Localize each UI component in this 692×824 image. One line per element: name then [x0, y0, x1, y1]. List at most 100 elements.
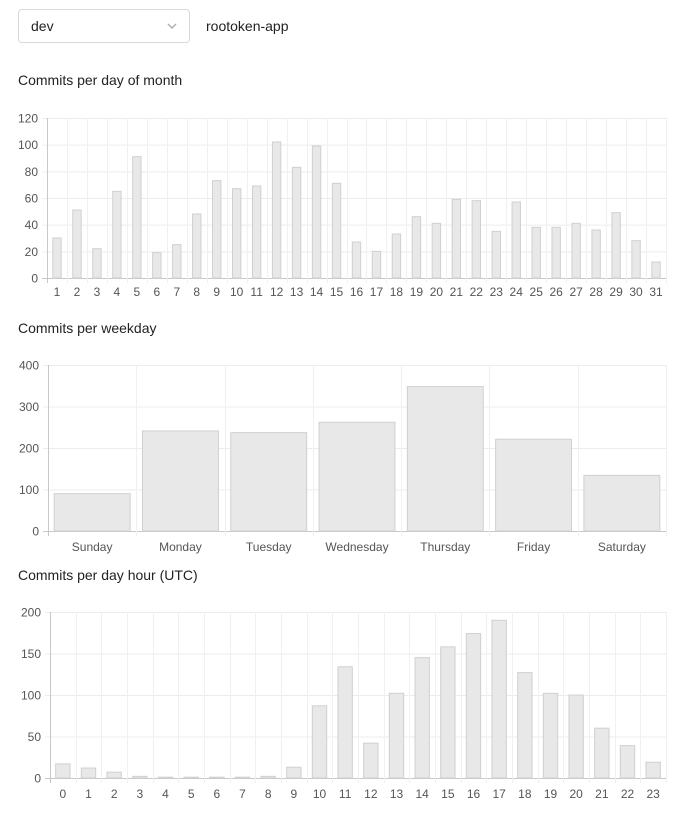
bar-Friday[interactable] — [495, 438, 573, 532]
x-tick-label: 10 — [230, 285, 244, 299]
bar-Saturday[interactable] — [583, 474, 661, 532]
bar-19[interactable] — [542, 692, 559, 779]
y-tick-label: 400 — [19, 359, 39, 373]
y-tick-label: 60 — [25, 192, 39, 206]
x-tick-label: 30 — [629, 285, 643, 299]
x-tick-label: 2 — [111, 787, 118, 801]
x-tick-label: 27 — [569, 285, 583, 299]
bar-3[interactable] — [132, 775, 148, 779]
bar-1[interactable] — [80, 767, 97, 779]
bar-0[interactable] — [55, 763, 71, 779]
x-tick-label: 0 — [59, 787, 66, 801]
x-tick-label: 12 — [364, 787, 378, 801]
bar-10[interactable] — [232, 188, 242, 279]
bar-12[interactable] — [271, 141, 282, 279]
x-tick-label: 17 — [492, 787, 506, 801]
bar-20[interactable] — [431, 222, 442, 279]
x-tick-label: 15 — [330, 285, 344, 299]
bar-11[interactable] — [337, 666, 353, 779]
x-tick-label: 26 — [550, 285, 564, 299]
bar-20[interactable] — [568, 694, 584, 779]
bar-4[interactable] — [112, 190, 122, 279]
x-tick-label: 8 — [193, 285, 200, 299]
top-bar: dev rootoken-app — [18, 8, 289, 44]
bar-17[interactable] — [371, 250, 382, 279]
bar-7[interactable] — [172, 244, 182, 279]
bar-5[interactable] — [132, 156, 142, 279]
bar-22[interactable] — [619, 745, 636, 779]
bar-Sunday[interactable] — [53, 493, 131, 532]
bar-24[interactable] — [511, 201, 521, 279]
bar-28[interactable] — [591, 229, 601, 279]
bar-30[interactable] — [631, 240, 641, 279]
bar-5[interactable] — [183, 776, 199, 779]
bar-Wednesday[interactable] — [318, 421, 396, 532]
bar-16[interactable] — [465, 633, 482, 779]
bar-6[interactable] — [209, 776, 225, 779]
bar-25[interactable] — [531, 226, 541, 279]
bar-2[interactable] — [106, 771, 122, 779]
bar-7[interactable] — [234, 776, 251, 779]
bar-23[interactable] — [491, 230, 501, 279]
x-tick-label: 11 — [339, 787, 352, 801]
bar-23[interactable] — [645, 761, 661, 779]
branch-select[interactable]: dev — [18, 9, 190, 43]
x-tick-label: 4 — [114, 285, 121, 299]
bar-29[interactable] — [611, 212, 621, 279]
y-tick-label: 150 — [21, 647, 41, 661]
bar-9[interactable] — [286, 766, 302, 779]
x-tick-label: 9 — [290, 787, 297, 801]
bar-Tuesday[interactable] — [230, 432, 308, 532]
bar-16[interactable] — [351, 241, 362, 279]
x-tick-label: 12 — [270, 285, 284, 299]
bar-2[interactable] — [72, 209, 82, 279]
bar-15[interactable] — [440, 646, 456, 779]
bar-27[interactable] — [571, 222, 581, 279]
bar-Monday[interactable] — [141, 430, 219, 532]
y-tick-label: 200 — [21, 606, 41, 620]
bar-26[interactable] — [551, 226, 561, 279]
bar-13[interactable] — [388, 692, 405, 779]
bar-21[interactable] — [594, 727, 610, 779]
bar-14[interactable] — [311, 145, 322, 279]
x-tick-label: 21 — [595, 787, 609, 801]
x-tick-label: 11 — [250, 285, 263, 299]
chart-title-hour: Commits per day hour (UTC) — [18, 567, 198, 583]
y-tick-label: 100 — [19, 483, 39, 497]
x-tick-label: 1 — [54, 285, 61, 299]
x-tick-label: Saturday — [598, 540, 646, 554]
bar-17[interactable] — [491, 619, 507, 779]
bar-Thursday[interactable] — [406, 386, 484, 532]
bar-8[interactable] — [192, 213, 202, 279]
x-tick-label: Sunday — [72, 540, 113, 554]
y-tick-label: 40 — [25, 218, 39, 232]
bar-1[interactable] — [52, 237, 62, 279]
y-tick-label: 0 — [32, 525, 39, 539]
bar-14[interactable] — [414, 657, 430, 779]
bar-31[interactable] — [651, 261, 661, 279]
x-tick-label: 6 — [153, 285, 160, 299]
bar-10[interactable] — [311, 705, 328, 779]
bar-18[interactable] — [517, 672, 533, 779]
bar-3[interactable] — [92, 248, 102, 279]
bar-4[interactable] — [157, 776, 174, 779]
y-tick-label: 100 — [21, 689, 41, 703]
bar-8[interactable] — [260, 775, 276, 779]
bar-22[interactable] — [471, 200, 481, 279]
x-tick-label: 5 — [134, 285, 141, 299]
y-tick-label: 120 — [18, 112, 38, 126]
bar-9[interactable] — [212, 180, 222, 279]
bar-21[interactable] — [451, 198, 462, 279]
bar-11[interactable] — [251, 185, 262, 279]
bar-19[interactable] — [411, 216, 422, 279]
x-tick-label: 25 — [530, 285, 544, 299]
x-tick-label: 13 — [290, 285, 304, 299]
bar-6[interactable] — [152, 252, 162, 279]
bar-18[interactable] — [391, 233, 402, 279]
x-tick-label: 18 — [518, 787, 532, 801]
bar-15[interactable] — [331, 182, 342, 279]
x-tick-label: 23 — [490, 285, 504, 299]
bar-13[interactable] — [291, 166, 302, 279]
bar-12[interactable] — [363, 742, 379, 779]
x-tick-label: 28 — [589, 285, 603, 299]
